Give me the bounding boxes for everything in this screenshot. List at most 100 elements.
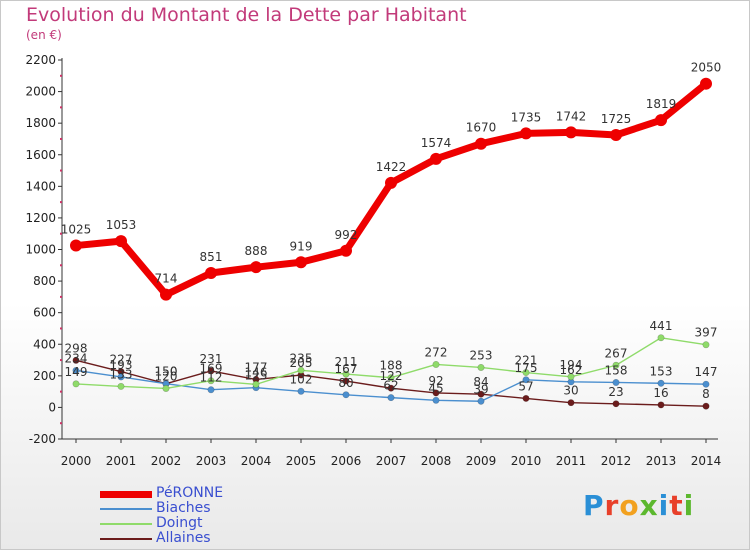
data-point-allaines: [72, 356, 80, 364]
data-point-doingt: [297, 366, 305, 374]
y-tick-label: 1800: [25, 116, 56, 130]
data-point-peronne: [475, 137, 487, 150]
x-tick-label: 2014: [691, 454, 722, 468]
proxiti-logo: Proxiti: [583, 489, 694, 522]
data-point-peronne: [700, 77, 712, 90]
x-tick-label: 2004: [241, 454, 272, 468]
data-point-doingt: [72, 380, 80, 388]
chart-title: Evolution du Montant de la Dette par Hab…: [26, 4, 467, 26]
data-point-peronne: [205, 267, 217, 280]
data-point-doingt: [522, 369, 530, 377]
y-tick-label: 600: [33, 306, 56, 320]
data-label-allaines: 167: [335, 362, 358, 376]
x-tick-label: 2003: [196, 454, 227, 468]
data-point-peronne: [655, 114, 667, 127]
data-label-doingt: 397: [695, 326, 718, 340]
data-label-peronne: 992: [335, 228, 358, 242]
data-point-allaines: [387, 384, 395, 392]
data-point-peronne: [385, 176, 397, 189]
data-label-allaines: 92: [428, 374, 443, 388]
data-point-doingt: [702, 341, 710, 349]
legend-label: Allaines: [156, 530, 211, 546]
data-point-peronne: [565, 126, 577, 139]
data-label-allaines: 177: [245, 360, 268, 374]
y-tick-label: 1200: [25, 211, 56, 225]
data-label-allaines: 231: [200, 352, 223, 366]
data-label-allaines: 16: [653, 386, 668, 400]
data-point-biaches: [72, 366, 80, 374]
data-label-peronne: 1574: [421, 136, 452, 150]
y-minor-tick: [60, 359, 62, 362]
legend-swatch: [100, 523, 152, 525]
x-tick-label: 2001: [106, 454, 137, 468]
data-label-peronne: 1422: [376, 160, 407, 174]
data-point-doingt: [162, 384, 170, 392]
data-label-allaines: 84: [473, 375, 488, 389]
x-tick-label: 2013: [646, 454, 677, 468]
data-point-peronne: [160, 288, 172, 301]
x-tick-label: 2011: [556, 454, 587, 468]
y-minor-tick: [60, 327, 62, 330]
y-minor-tick: [60, 390, 62, 393]
data-point-doingt: [567, 373, 575, 381]
x-tick-label: 2002: [151, 454, 182, 468]
data-point-peronne: [295, 256, 307, 269]
data-point-biaches: [207, 386, 215, 394]
data-label-allaines: 57: [518, 379, 533, 393]
data-label-peronne: 1670: [466, 121, 497, 135]
y-tick-label: 400: [33, 337, 56, 351]
chart-series: [70, 77, 712, 410]
data-label-doingt: 188: [380, 359, 403, 373]
y-minor-tick: [60, 74, 62, 77]
legend-label: Biaches: [156, 500, 211, 516]
data-point-biaches: [522, 376, 530, 384]
data-label-doingt: 272: [425, 345, 448, 359]
legend-swatch: [100, 538, 152, 540]
data-point-biaches: [432, 396, 440, 404]
data-point-biaches: [612, 378, 620, 386]
x-tick-label: 2012: [601, 454, 632, 468]
y-minor-tick: [60, 137, 62, 140]
legend-label: PéRONNE: [156, 485, 224, 501]
y-tick-label: 2000: [25, 85, 56, 99]
data-label-peronne: 1742: [556, 109, 587, 123]
y-tick-label: 200: [33, 369, 56, 383]
data-point-peronne: [520, 127, 532, 140]
data-label-biaches: 158: [605, 363, 628, 377]
data-label-doingt: 120: [155, 369, 178, 383]
data-point-biaches: [117, 373, 125, 381]
data-point-doingt: [252, 380, 260, 388]
logo-letter: x: [639, 489, 659, 522]
y-minor-tick: [60, 295, 62, 298]
data-point-biaches: [387, 394, 395, 402]
x-tick-label: 2007: [376, 454, 407, 468]
x-tick-label: 2000: [61, 454, 92, 468]
data-label-peronne: 714: [155, 272, 178, 286]
data-label-peronne: 2050: [691, 61, 722, 75]
chart-axes: -200 0 200 400 600 800 1000 1200 1400 1600 1800 200…: [25, 53, 721, 468]
data-label-peronne: 888: [245, 244, 268, 258]
logo-letter: t: [669, 489, 684, 522]
y-minor-tick: [60, 232, 62, 235]
data-point-doingt: [387, 374, 395, 382]
data-point-doingt: [657, 334, 665, 342]
data-label-doingt: 235: [290, 351, 313, 365]
data-point-peronne: [115, 235, 127, 248]
data-label-peronne: 1053: [106, 218, 137, 232]
x-tick-label: 2005: [286, 454, 317, 468]
data-label-peronne: 1725: [601, 112, 632, 126]
data-point-peronne: [340, 244, 352, 257]
data-label-doingt: 441: [650, 319, 673, 333]
y-minor-tick: [60, 106, 62, 109]
data-point-allaines: [567, 399, 575, 407]
data-point-doingt: [432, 360, 440, 368]
data-labels: 298 227 150 231 177 205 167 122 92 84 57 30 23 16 8 234…: [61, 61, 722, 401]
data-label-doingt: 146: [245, 365, 268, 379]
data-label-biaches: 62: [383, 379, 398, 393]
legend-swatch: [100, 508, 152, 510]
y-tick-label: 2200: [25, 53, 56, 67]
y-tick-label: 1600: [25, 148, 56, 162]
y-tick-label: -200: [29, 432, 56, 446]
data-point-allaines: [702, 402, 710, 410]
data-point-peronne: [430, 152, 442, 165]
